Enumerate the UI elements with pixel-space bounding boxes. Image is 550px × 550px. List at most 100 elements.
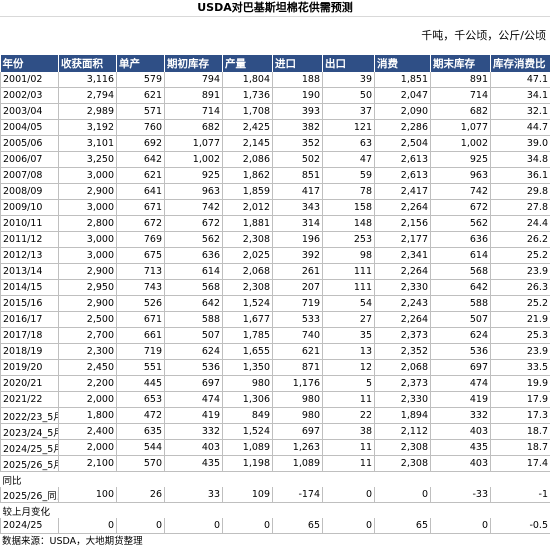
table-cell: 2012/13: [1, 248, 59, 264]
table-cell: 1,851: [375, 72, 431, 88]
table-cell: 636: [431, 232, 491, 248]
table-cell: 536: [431, 344, 491, 360]
table-cell: 25.2: [491, 296, 550, 312]
table-cell: 675: [117, 248, 165, 264]
table-cell: 568: [431, 264, 491, 280]
table-cell: 2,950: [59, 280, 117, 296]
table-cell: 2,504: [375, 136, 431, 152]
table-cell: 1,785: [223, 328, 273, 344]
table-cell: 474: [431, 376, 491, 392]
table-cell: 891: [165, 88, 223, 104]
table-cell: 2016/17: [1, 312, 59, 328]
supply-demand-table: 年份 收获面积 单产 期初库存 产量 进口 出口 消费 期末库存 库存消费比 2…: [0, 55, 550, 534]
table-cell: 714: [431, 88, 491, 104]
table-cell: 2,900: [59, 184, 117, 200]
table-cell: 0: [375, 487, 431, 503]
table-cell: 111: [323, 264, 375, 280]
table-cell: 435: [431, 440, 491, 456]
table-cell: 2,086: [223, 152, 273, 168]
table-cell: 11: [323, 392, 375, 408]
table-cell: 2,264: [375, 200, 431, 216]
table-cell: 253: [323, 232, 375, 248]
units-label: 千吨，千公顷，公斤/公顷: [0, 17, 550, 55]
table-cell: 2,352: [375, 344, 431, 360]
table-cell: 207: [273, 280, 323, 296]
table-cell: 2002/03: [1, 88, 59, 104]
table-cell: 121: [323, 120, 375, 136]
table-cell: 671: [117, 200, 165, 216]
table-cell: 19.9: [491, 376, 550, 392]
table-cell: 588: [165, 312, 223, 328]
table-cell: 36.1: [491, 168, 550, 184]
table-cell: 2,090: [375, 104, 431, 120]
table-cell: 740: [273, 328, 323, 344]
table-cell: 526: [117, 296, 165, 312]
table-cell: 682: [165, 120, 223, 136]
table-cell: 2,047: [375, 88, 431, 104]
table-cell: 692: [117, 136, 165, 152]
table-cell: 11: [323, 456, 375, 472]
table-cell: -174: [273, 487, 323, 503]
table-cell: 98: [323, 248, 375, 264]
table-cell: 39: [323, 72, 375, 88]
table-cell: 562: [431, 216, 491, 232]
table-cell: 2007/08: [1, 168, 59, 184]
table-cell: 925: [431, 152, 491, 168]
table-cell: 2,900: [59, 264, 117, 280]
table-cell: 17.9: [491, 392, 550, 408]
table-cell: 2,286: [375, 120, 431, 136]
table-cell: 27: [323, 312, 375, 328]
table-cell: 2019/20: [1, 360, 59, 376]
table-cell: 2,800: [59, 216, 117, 232]
table-cell: 672: [117, 216, 165, 232]
table-cell: 713: [117, 264, 165, 280]
table-cell: 445: [117, 376, 165, 392]
table-cell: -1: [491, 487, 550, 503]
table-cell: 472: [117, 408, 165, 424]
table-cell: 2,145: [223, 136, 273, 152]
table-cell: 352: [273, 136, 323, 152]
table-cell: 871: [273, 360, 323, 376]
table-cell: 2,450: [59, 360, 117, 376]
table-cell: 0: [59, 518, 117, 534]
table-cell: 2025/26_同比: [1, 487, 59, 503]
table-cell: 980: [273, 408, 323, 424]
table-cell: 2008/09: [1, 184, 59, 200]
table-cell: 742: [431, 184, 491, 200]
table-cell: 2009/10: [1, 200, 59, 216]
table-cell: 2,264: [375, 312, 431, 328]
table-cell: 1,800: [59, 408, 117, 424]
table-cell: 2010/11: [1, 216, 59, 232]
table-cell: 24.4: [491, 216, 550, 232]
table-cell: 1,077: [431, 120, 491, 136]
table-cell: 562: [165, 232, 223, 248]
table-cell: 2,112: [375, 424, 431, 440]
table-cell: 769: [117, 232, 165, 248]
header-harvested-area: 收获面积: [59, 55, 117, 72]
table-cell: 403: [431, 456, 491, 472]
table-cell: 18.7: [491, 424, 550, 440]
table-cell: 697: [273, 424, 323, 440]
table-title: USDA对巴基斯坦棉花供需预测: [0, 0, 550, 17]
table-cell: 29.8: [491, 184, 550, 200]
table-cell: 100: [59, 487, 117, 503]
table-cell: 2014/15: [1, 280, 59, 296]
table-cell: 17.3: [491, 408, 550, 424]
table-cell: 714: [165, 104, 223, 120]
table-cell: 403: [431, 424, 491, 440]
table-cell: 33.5: [491, 360, 550, 376]
table-cell: 1,736: [223, 88, 273, 104]
